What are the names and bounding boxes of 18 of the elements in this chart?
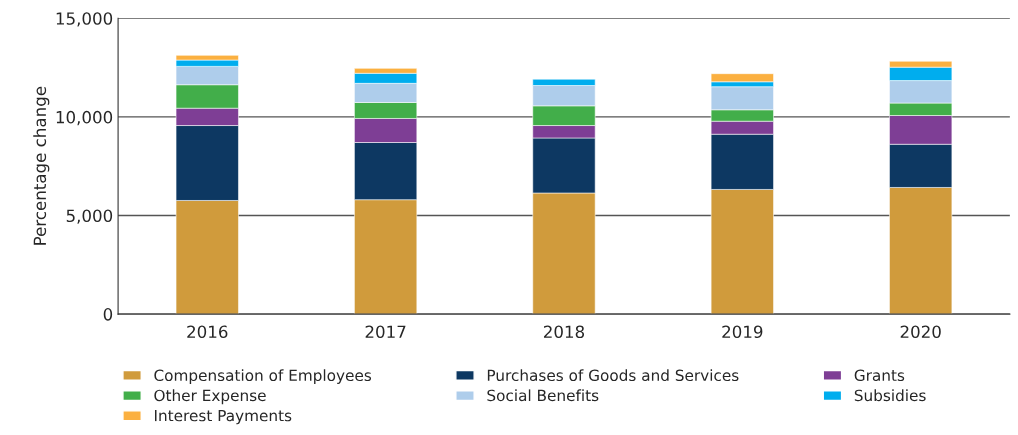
legend-label: Compensation of Employees [154,369,372,385]
x-tick-label: 2016 [187,325,228,339]
x-tick-label: 2020 [900,325,941,339]
legend-label: Purchases of Goods and Services [487,369,739,382]
legend-label: Interest Payments [154,409,292,425]
y-tick-label: 0 [103,308,113,321]
y-axis-title: Percentage change [33,86,50,245]
legend-label: Social Benefits [487,389,599,402]
bar [710,73,774,83]
x-tick-label: 2017 [365,325,406,339]
legend-label: Grants [854,369,905,382]
legend-label: Other Expense [154,389,266,405]
legend-label: Subsidies [854,389,926,402]
y-tick-label: 15,000 [56,12,113,27]
y-tick-label: 10,000 [56,110,113,126]
x-tick-label: 2019 [722,325,763,339]
y-tick-label: 5,000 [66,209,113,224]
x-tick-label: 2018 [543,325,585,339]
